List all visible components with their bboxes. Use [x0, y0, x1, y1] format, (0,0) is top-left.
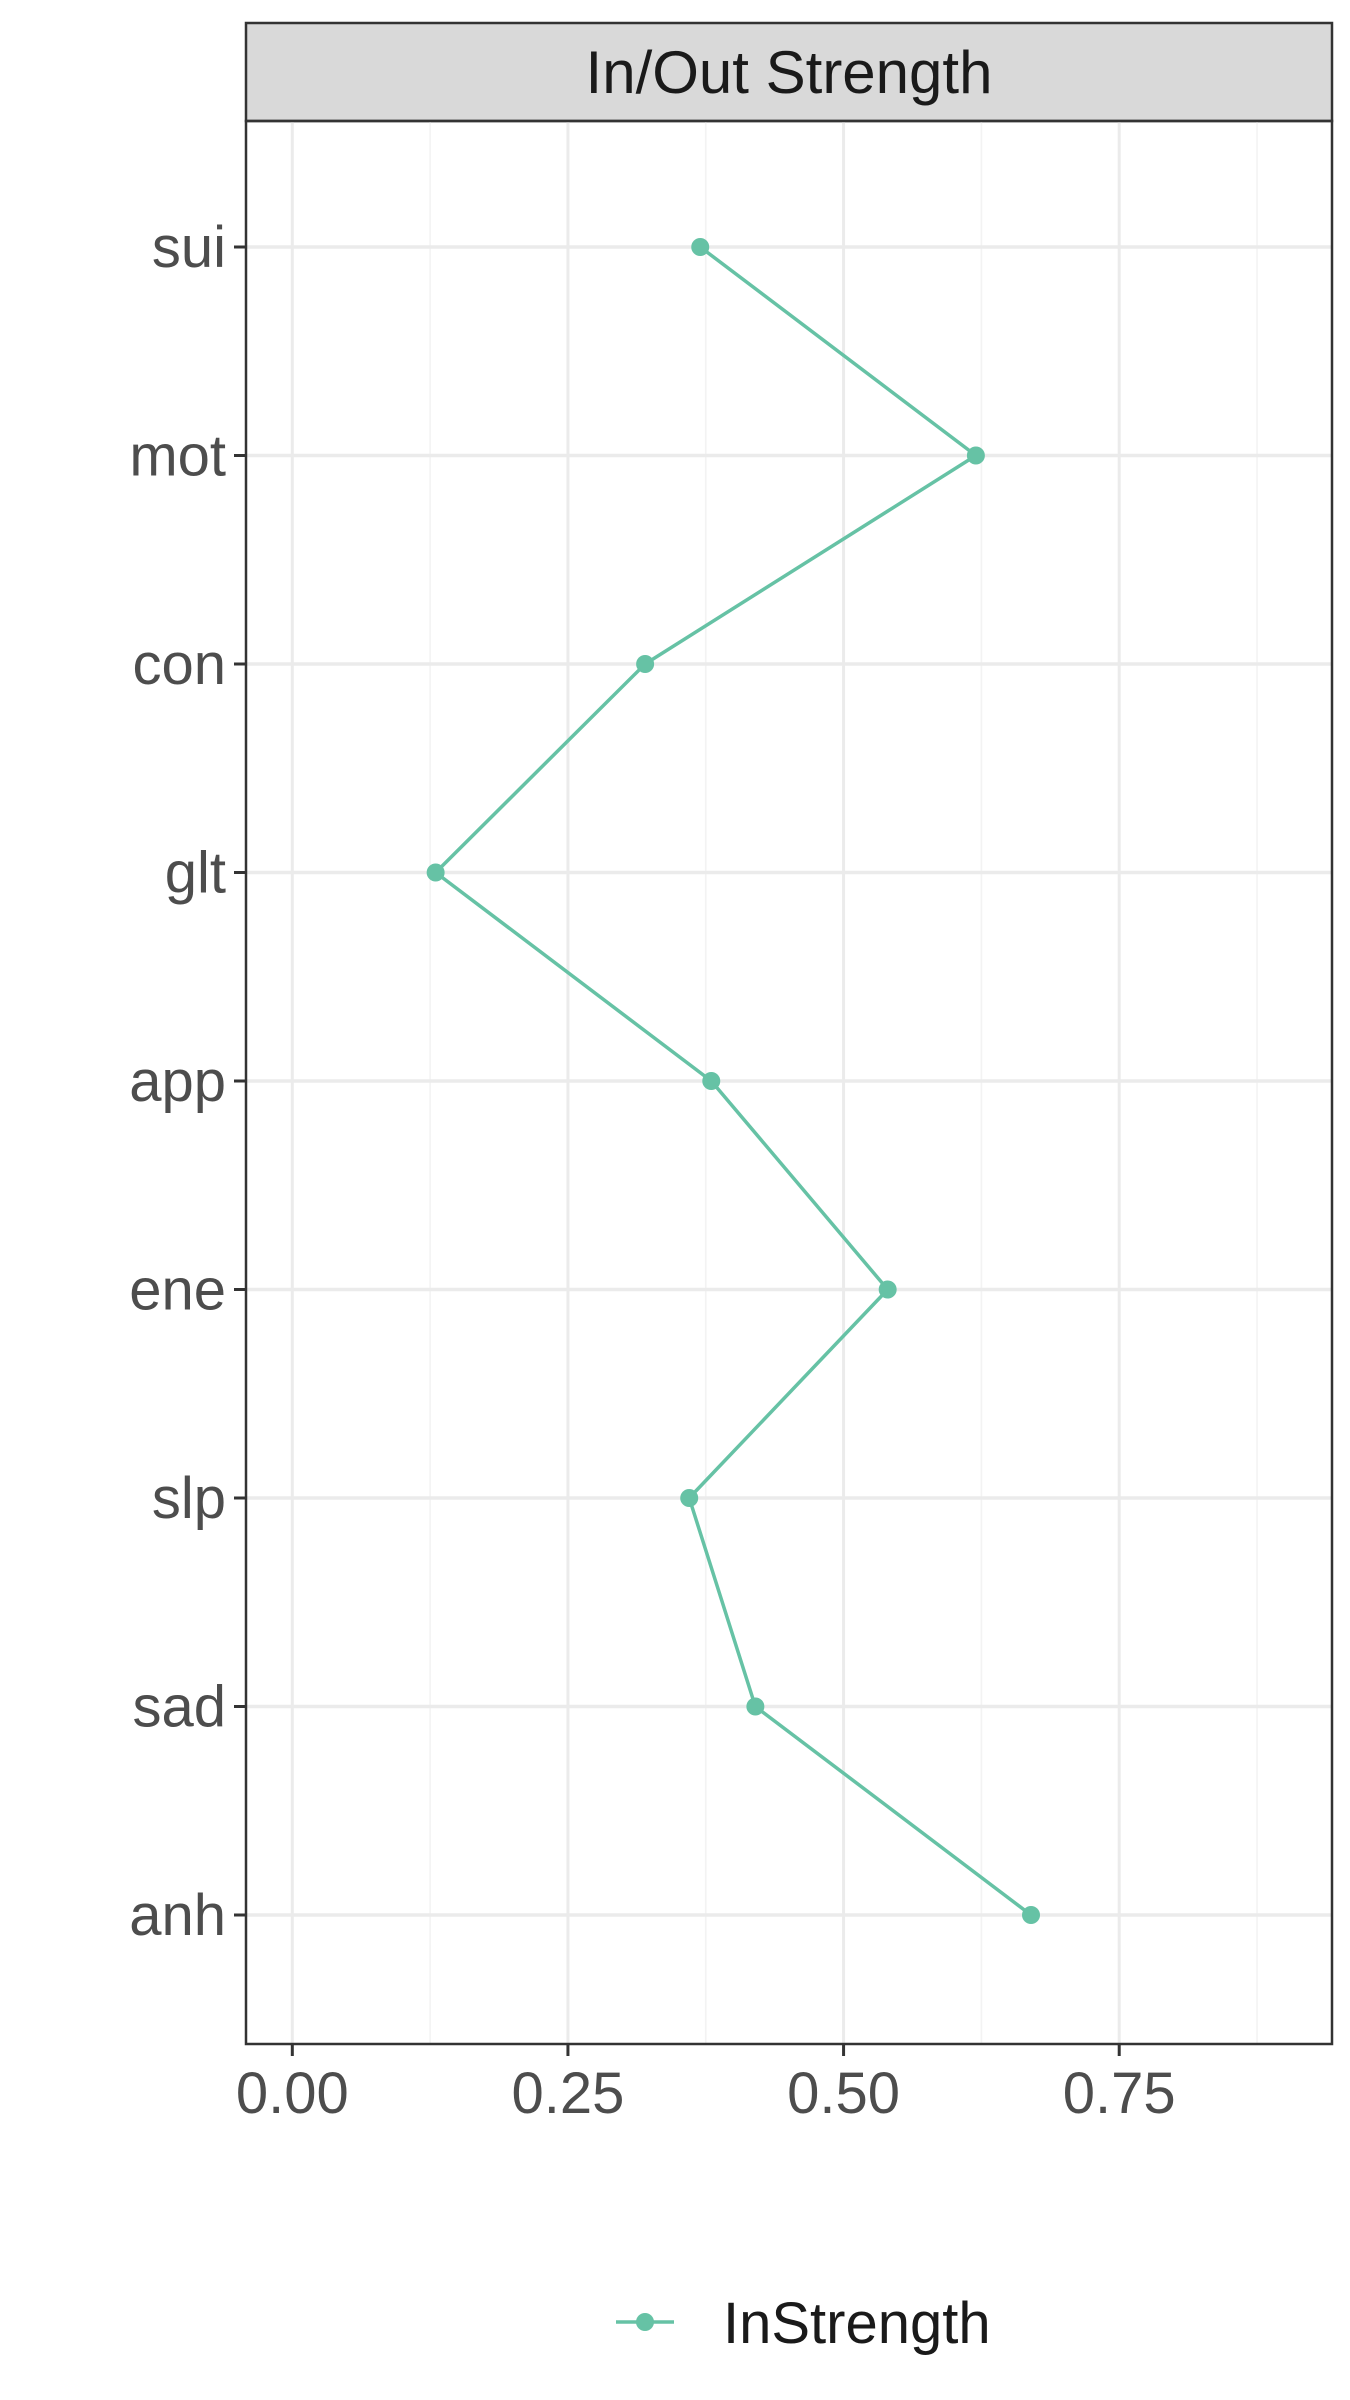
chart-title: In/Out Strength: [586, 39, 993, 106]
y-tick-label-sui: sui: [152, 215, 226, 280]
y-tick-label-slp: slp: [152, 1466, 226, 1531]
data-point-app: [702, 1072, 721, 1090]
y-tick-label-mot: mot: [129, 424, 226, 489]
plot-panel: [244, 119, 1334, 2046]
facet-strip: In/Out Strength: [244, 21, 1334, 123]
y-tick-label-ene: ene: [129, 1258, 226, 1323]
legend: InStrength: [616, 2291, 991, 2356]
y-tick-label-glt: glt: [165, 841, 226, 906]
y-tick-label-con: con: [132, 632, 226, 697]
data-point-slp: [680, 1489, 699, 1507]
y-tick-label-app: app: [129, 1049, 226, 1114]
x-tick-label: 0.00: [236, 2061, 349, 2126]
series-layer: [426, 238, 1041, 1924]
data-point-sad: [746, 1697, 765, 1716]
y-axis: sui mot con glt app ene slp sad anh: [129, 215, 246, 1948]
data-point-ene: [878, 1280, 897, 1299]
data-point-mot: [966, 446, 985, 465]
data-point-glt: [426, 863, 445, 882]
data-point-sui: [691, 238, 710, 256]
legend-key-point: [636, 2313, 654, 2331]
data-point-con: [636, 655, 655, 673]
data-point-anh: [1022, 1906, 1041, 1924]
x-axis: 0.00 0.25 0.50 0.75: [236, 2044, 1176, 2126]
y-tick-label-anh: anh: [129, 1883, 226, 1948]
x-tick-label: 0.50: [787, 2061, 900, 2126]
x-tick-label: 0.25: [511, 2061, 624, 2126]
major-gridlines: [246, 121, 1332, 2044]
x-tick-label: 0.75: [1063, 2061, 1176, 2126]
facet-strip-background: [244, 21, 1334, 123]
y-tick-label-sad: sad: [132, 1675, 226, 1740]
legend-label: InStrength: [723, 2291, 991, 2356]
